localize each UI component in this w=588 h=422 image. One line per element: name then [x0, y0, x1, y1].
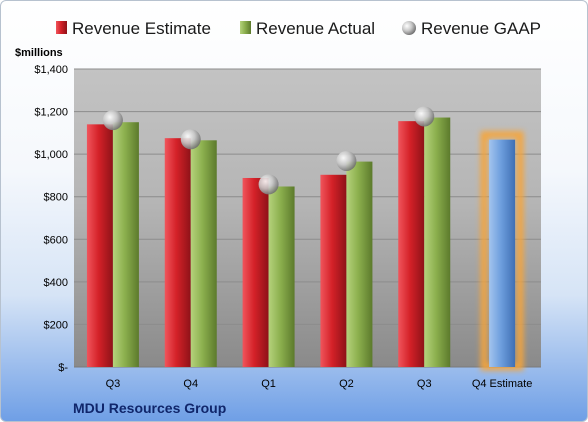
bar-revenue-actual: [112, 122, 139, 367]
company-footer: MDU Resources Group: [73, 400, 226, 416]
gaap-marker: [336, 150, 357, 171]
legend-swatch-revenue-actual: [240, 21, 251, 34]
legend: Revenue Estimate Revenue Actual Revenue …: [56, 19, 541, 38]
bars: [86, 117, 524, 371]
y-tick-label: $800: [44, 192, 68, 204]
y-tick-label: $1,200: [34, 107, 68, 119]
x-axis: Q3 Q4 Q1 Q2 Q3 Q4 Estimate: [106, 378, 533, 390]
x-tick-label: Q3: [417, 378, 432, 390]
gaap-marker: [414, 106, 435, 127]
legend-label-revenue-estimate: Revenue Estimate: [72, 19, 211, 38]
x-tick-label: Q4 Estimate: [472, 378, 533, 390]
bar-revenue-estimate: [164, 138, 191, 367]
plot-area: [74, 69, 541, 367]
bar-revenue-actual: [424, 117, 451, 367]
legend-item-revenue-estimate: Revenue Estimate: [56, 19, 211, 38]
legend-swatch-revenue-estimate: [56, 21, 67, 34]
x-tick-label: Q2: [339, 378, 354, 390]
gridlines: [74, 68, 541, 368]
gaap-marker: [180, 129, 201, 150]
bar-revenue-estimate: [242, 177, 269, 367]
y-tick-label: $1,400: [34, 64, 68, 76]
gaap-marker: [258, 174, 279, 195]
bar-revenue-estimate: [320, 174, 347, 367]
y-tick-label: $1,000: [34, 149, 68, 161]
bar-revenue-estimate: [398, 121, 425, 368]
bar-revenue-actual: [346, 161, 373, 367]
y-tick-label: $600: [44, 234, 68, 246]
bar-revenue-estimate: [86, 124, 113, 367]
x-tick-label: Q4: [183, 378, 198, 390]
y-tick-label: $200: [44, 319, 68, 331]
gaap-markers: [102, 106, 435, 195]
legend-label-revenue-gaap: Revenue GAAP: [421, 19, 541, 38]
gaap-marker: [102, 110, 123, 131]
x-tick-label: Q3: [106, 378, 121, 390]
legend-item-revenue-actual: Revenue Actual: [240, 19, 375, 38]
bar-revenue-actual: [190, 140, 217, 367]
legend-item-revenue-gaap: Revenue GAAP: [402, 19, 541, 38]
bar-q4-estimate: [489, 139, 516, 367]
x-tick-label: Q1: [261, 378, 276, 390]
y-tick-label: $-: [58, 362, 68, 374]
legend-marker-revenue-gaap: [402, 21, 416, 35]
legend-label-revenue-actual: Revenue Actual: [256, 19, 375, 38]
y-axis-unit-label: $millions: [15, 47, 63, 59]
y-axis: $- $200 $400 $600 $800 $1,000 $1,200 $1,400: [34, 64, 68, 374]
bar-revenue-actual: [268, 186, 295, 367]
y-tick-label: $400: [44, 277, 68, 289]
